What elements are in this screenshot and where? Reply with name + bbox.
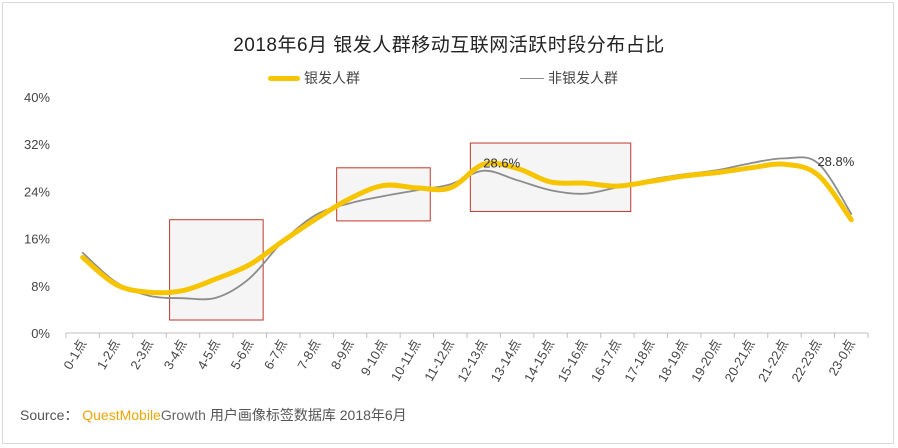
x-tick-label: 18-19点 [655,337,691,385]
y-tick-label: 40% [24,90,50,105]
legend-item-silver: 银发人群 [268,68,360,88]
legend-label-non-silver: 非银发人群 [548,70,618,86]
source-text: 用户画像标签数据库 2018年6月 [209,407,407,423]
y-tick-label: 8% [31,279,50,294]
highlight-box-0 [169,219,264,321]
legend-item-non-silver: 非银发人群 [520,68,618,88]
x-tick-label: 5-6点 [228,337,257,372]
x-tick-label: 15-16点 [554,337,590,385]
x-tick-label: 8-9点 [328,337,357,372]
x-tick-label: 21-22点 [755,337,791,385]
y-tick-label: 24% [24,184,50,199]
source-label: Source： [20,407,79,423]
source-brand: QuestMobile [82,407,161,423]
data-label: 28.6% [483,155,520,170]
y-tick-label: 16% [24,232,50,247]
x-tick-label: 10-11点 [388,337,424,384]
x-tick-label: 13-14点 [488,337,524,385]
x-tick-label: 0-1点 [60,337,89,372]
x-tick-label: 3-4点 [161,337,190,372]
x-tick-label: 20-21点 [722,337,758,385]
x-tick-label: 17-18点 [621,337,657,385]
x-tick-label: 4-5点 [194,337,223,372]
x-tick-label: 16-17点 [588,337,624,385]
x-tick-label: 14-15点 [521,337,557,385]
x-tick-label: 19-20点 [688,337,724,385]
y-tick-label: 0% [31,326,50,341]
source-brand-suffix: Growth [160,407,206,423]
x-tick-label: 1-2点 [94,337,123,372]
x-tick-label: 9-10点 [358,337,391,378]
data-label: 28.8% [817,154,854,169]
legend-swatch-silver [268,75,300,81]
x-tick-label: 11-12点 [421,337,457,384]
y-tick-label: 32% [24,137,50,152]
chart-title: 2018年6月 银发人群移动互联网活跃时段分布占比 [233,35,665,56]
highlight-box-1 [336,167,431,222]
highlight-box-2 [469,142,632,212]
legend-swatch-non-silver [520,77,544,79]
x-tick-label: 6-7点 [261,337,290,372]
series-line-silver [80,160,854,296]
x-tick-label: 7-8点 [294,337,323,372]
legend: 银发人群 非银发人群 [0,68,898,88]
x-tick-label: 23-0点 [825,337,858,378]
x-tick-label: 12-13点 [454,337,490,385]
legend-label-silver: 银发人群 [304,70,360,86]
source-note: Source： QuestMobileGrowth 用户画像标签数据库 2018… [20,405,407,425]
x-tick-label: 22-23点 [788,337,824,385]
x-tick-label: 2-3点 [127,337,156,372]
